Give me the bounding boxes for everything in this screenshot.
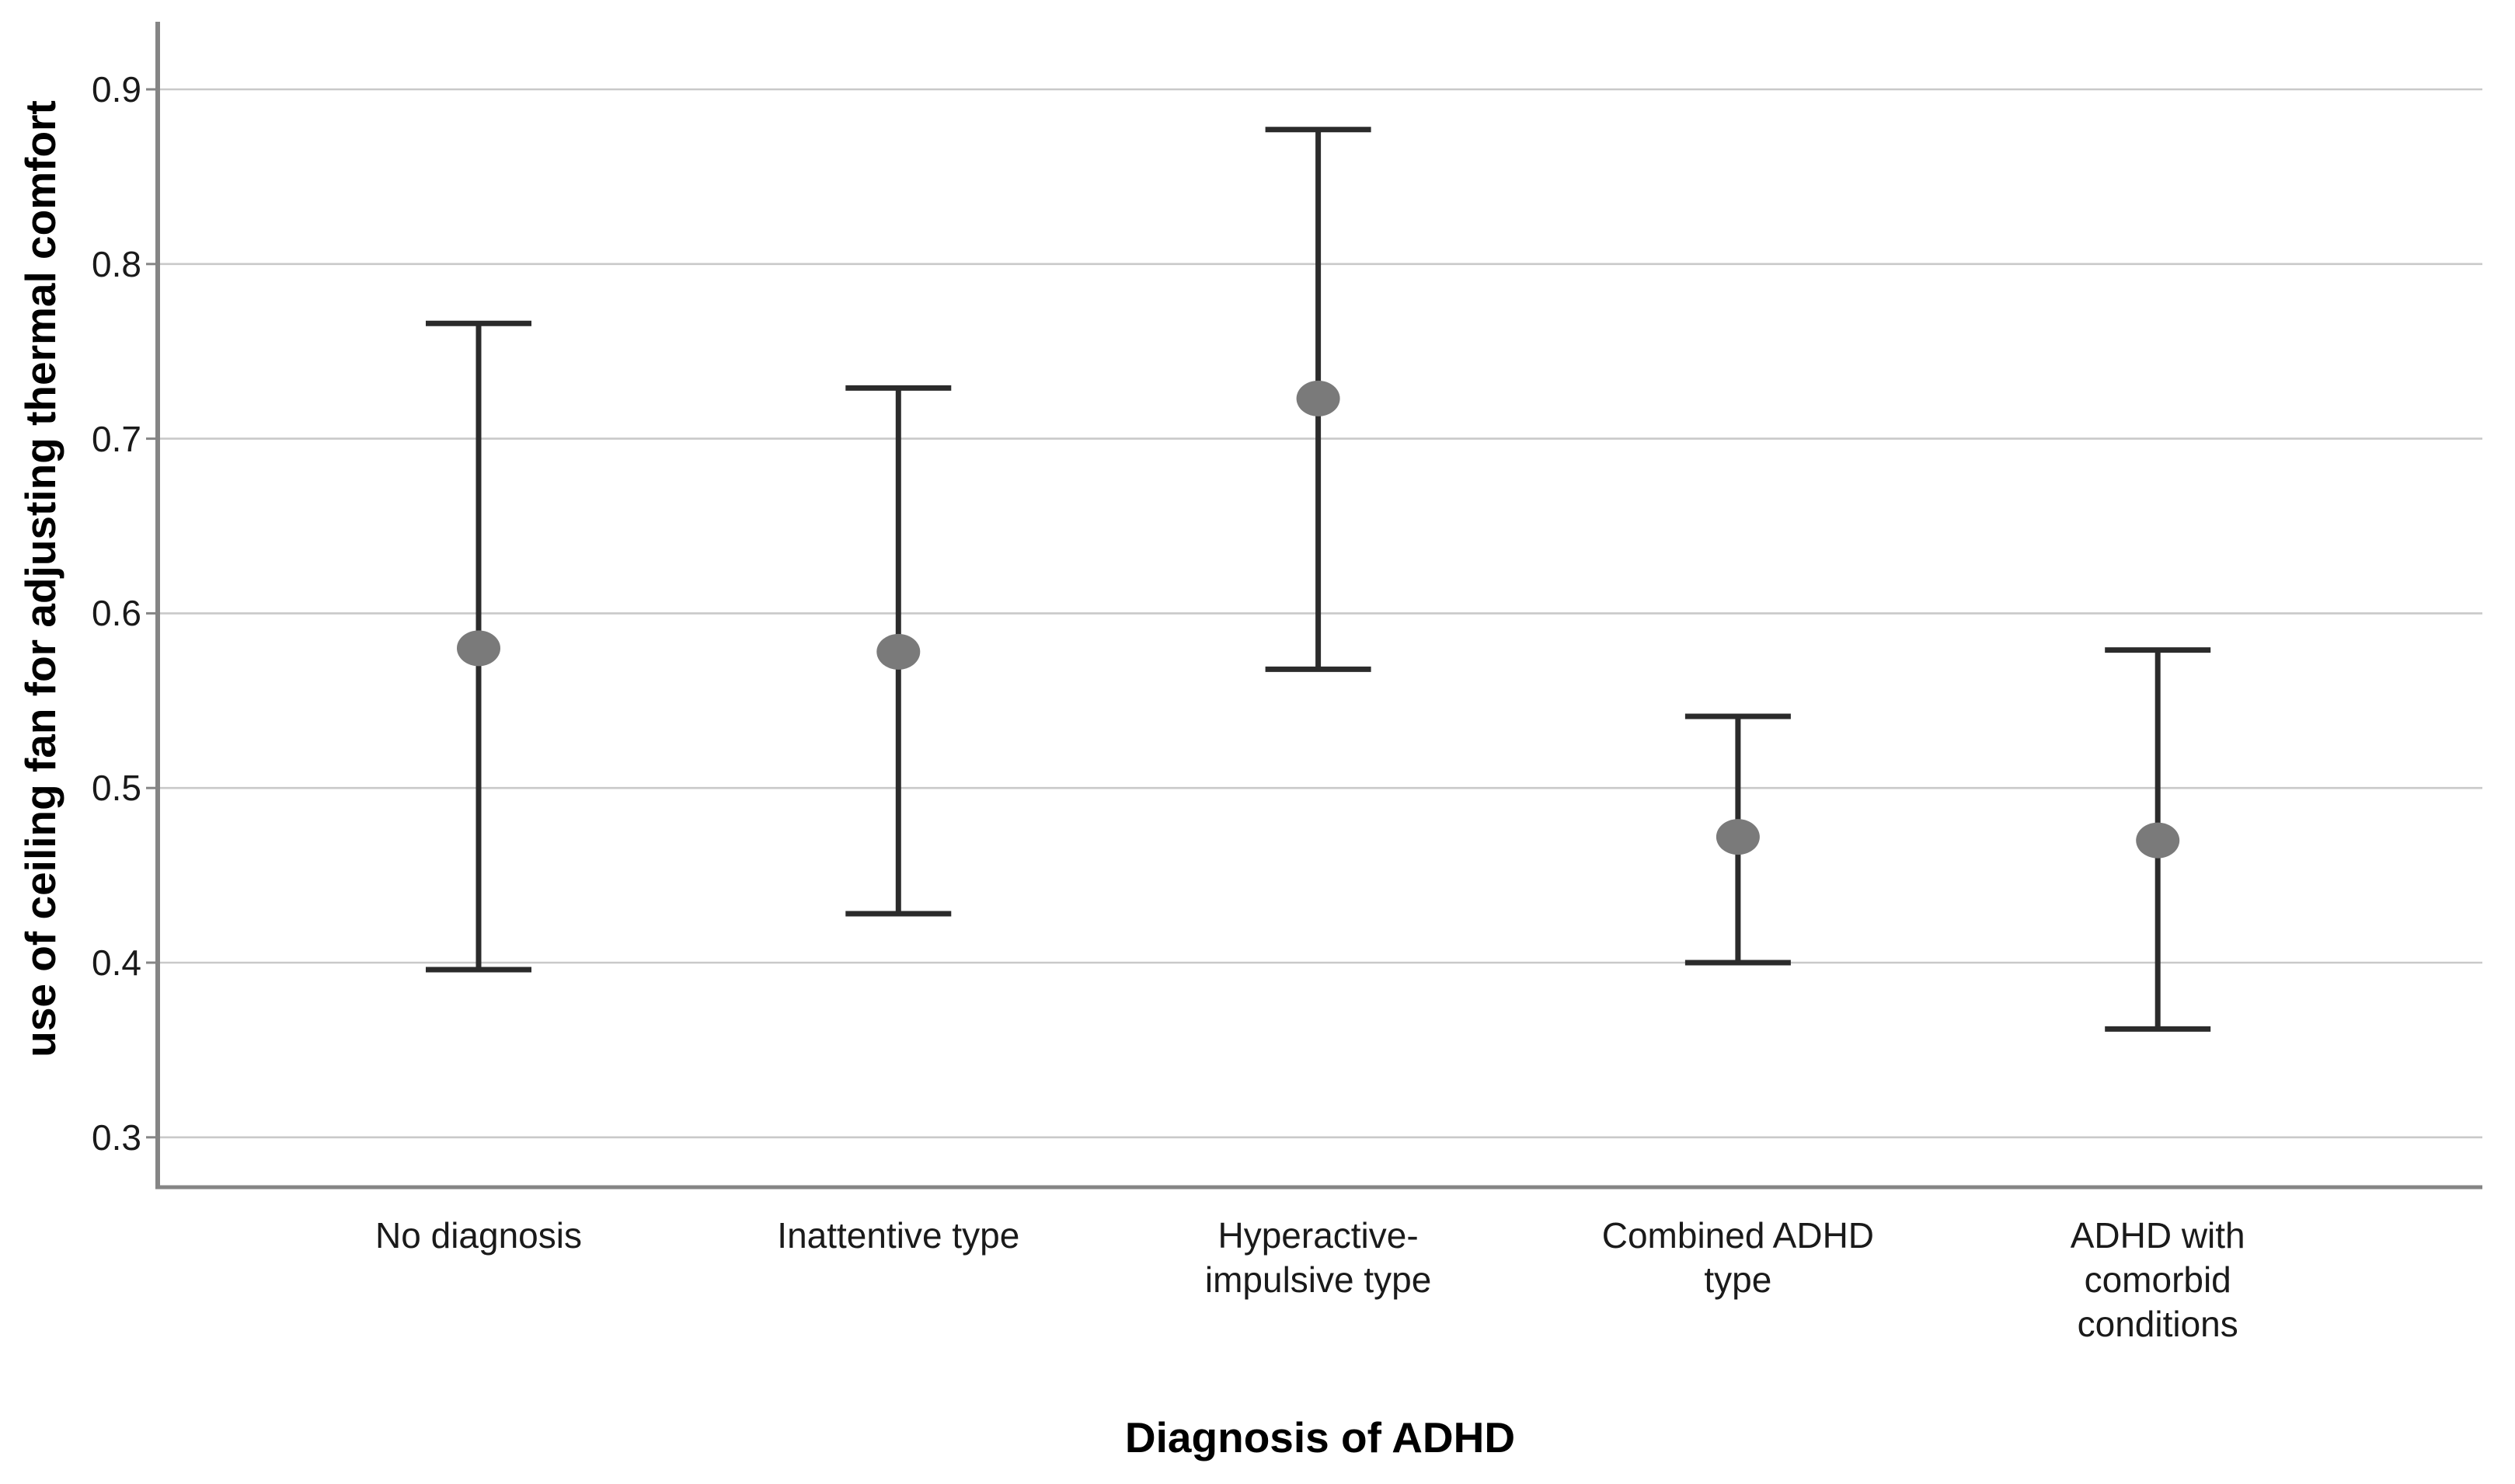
- x-category-label: No diagnosis: [246, 1214, 712, 1258]
- mean-marker: [457, 630, 500, 667]
- y-tick-label: 0.3: [92, 1116, 141, 1158]
- y-tick-label: 0.9: [92, 69, 141, 110]
- mean-marker: [1716, 819, 1760, 855]
- x-category-label-line: Hyperactive-: [1217, 1215, 1419, 1256]
- y-axis-title: use of ceiling fan for adjusting thermal…: [16, 100, 64, 1057]
- x-category-label-line: type: [1704, 1259, 1772, 1300]
- y-tick-label: 0.4: [92, 942, 141, 983]
- error-bar: [2105, 647, 2211, 1032]
- x-axis-title: Diagnosis of ADHD: [1124, 1413, 1516, 1461]
- error-bar: [1265, 127, 1371, 672]
- x-category-label: Hyperactive-impulsive type: [1085, 1214, 1552, 1302]
- error-bar: [426, 320, 531, 973]
- mean-marker: [1296, 380, 1340, 416]
- y-tick-label: 0.8: [92, 243, 141, 284]
- y-tick-label: 0.5: [92, 768, 141, 809]
- x-category-label-line: conditions: [2077, 1304, 2238, 1344]
- x-category-label: Combined ADHD type: [1505, 1214, 1971, 1302]
- y-tick-label: 0.6: [92, 593, 141, 634]
- x-category-label-line: Inattentive type: [777, 1215, 1020, 1256]
- error-bar: [1684, 713, 1791, 966]
- x-category-label: Inattentive type: [665, 1214, 1131, 1258]
- x-category-label-line: comorbid: [2084, 1259, 2231, 1300]
- y-tick-label: 0.7: [92, 418, 141, 459]
- error-bar: [845, 385, 952, 917]
- x-category-label-line: No diagnosis: [375, 1215, 582, 1256]
- mean-marker: [2136, 822, 2180, 859]
- x-category-label-line: Combined ADHD: [1601, 1215, 1875, 1256]
- mean-marker: [876, 633, 921, 670]
- x-category-label-line: impulsive type: [1204, 1259, 1432, 1300]
- x-category-label: ADHD with comorbid conditions: [1925, 1214, 2391, 1346]
- x-category-label-line: ADHD with: [2070, 1215, 2245, 1256]
